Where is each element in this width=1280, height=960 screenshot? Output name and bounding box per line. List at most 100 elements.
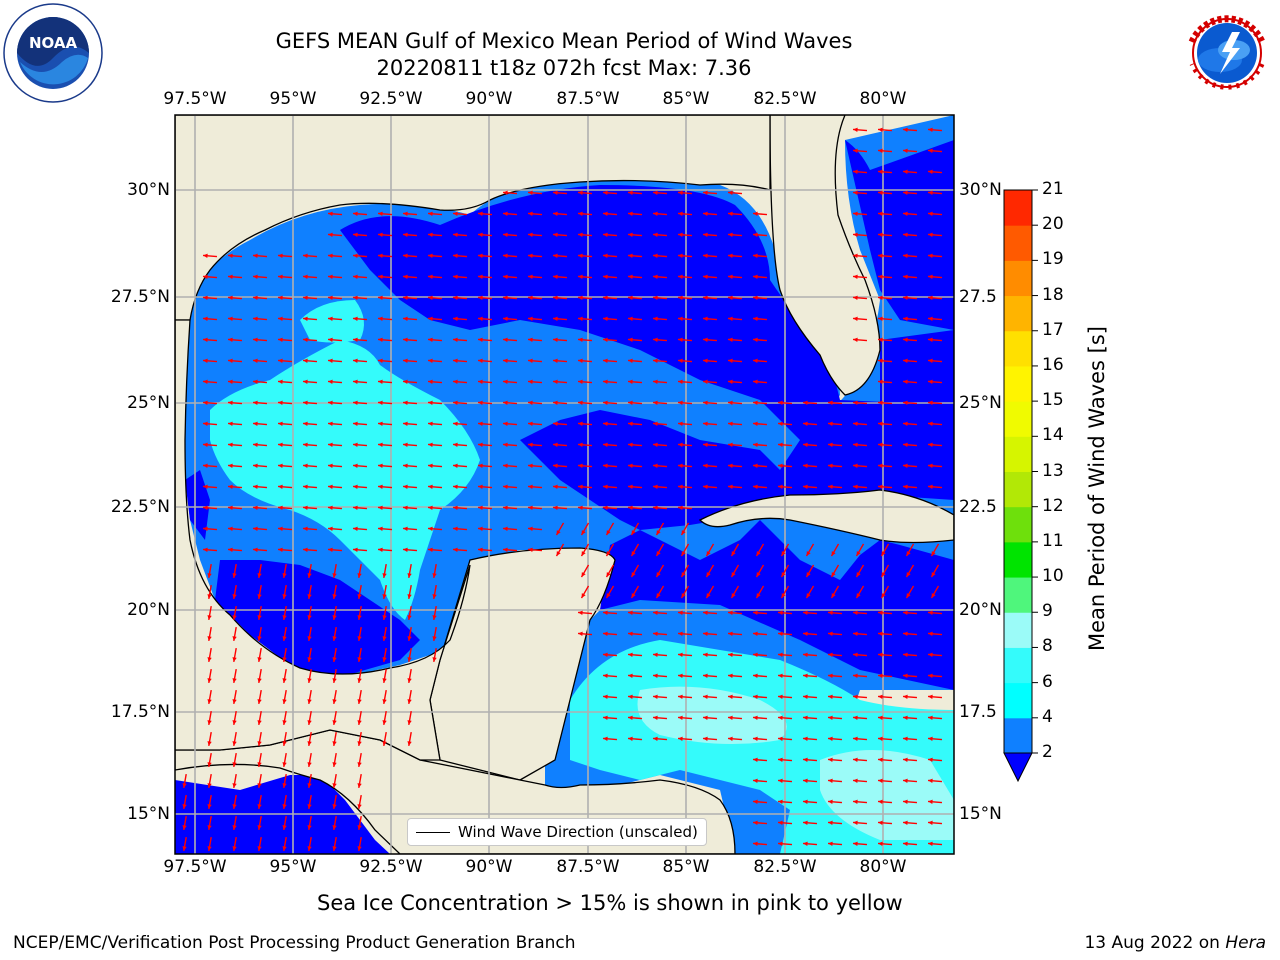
wind-arrow-head [703, 442, 708, 447]
wind-arrow-head [378, 232, 383, 237]
wind-arrow-head [353, 379, 358, 384]
wind-arrow-head [703, 358, 708, 363]
wind-arrow-head [853, 799, 858, 804]
wind-arrow-head [282, 741, 287, 746]
wind-arrow-head [253, 421, 258, 426]
wind-arrow-head [303, 463, 308, 468]
wind-arrow-head [878, 673, 883, 678]
colorbar-segment [1004, 541, 1032, 578]
wind-arrow-head [628, 253, 633, 258]
wind-arrow-head [407, 657, 412, 662]
wind-arrow-head [378, 211, 383, 216]
wind-arrow-head [828, 778, 833, 783]
wind-arrow-head [478, 211, 483, 216]
chart-subtitle: 20220811 t18z 072h fcst Max: 7.36 [376, 56, 752, 80]
wind-arrow-head [781, 593, 786, 599]
wind-arrow-head [303, 295, 308, 300]
wind-arrow-head [357, 615, 362, 620]
wind-arrow-head [553, 211, 558, 216]
wind-arrow-head [831, 593, 836, 599]
wind-arrow-head [753, 778, 758, 783]
wind-arrow-head [253, 400, 258, 405]
wind-arrow-head [232, 783, 237, 788]
map-frame [174, 114, 955, 855]
wind-arrow-head [332, 804, 337, 809]
lat-label-right: 30°N [959, 180, 1002, 200]
lon-label-bottom: 82.5°W [753, 857, 817, 877]
wind-arrow-head [728, 610, 733, 615]
wind-arrow-head [253, 253, 258, 258]
wind-arrow-head [903, 463, 908, 468]
wind-arrow-head [328, 463, 333, 468]
wind-arrow-head [928, 442, 933, 447]
wind-arrow-head [903, 820, 908, 825]
wind-arrow-head [378, 421, 383, 426]
wind-arrow-head [428, 295, 433, 300]
wind-arrow-head [803, 757, 808, 762]
wind-arrow-head [357, 846, 362, 851]
wind-arrow-head [257, 657, 262, 662]
wind-arrow-head [703, 673, 708, 678]
wind-arrow-head [328, 379, 333, 384]
wind-arrow-head [728, 400, 733, 405]
wind-arrow-head [578, 211, 583, 216]
wind-arrow-head [528, 190, 533, 195]
wind-arrow-head [828, 841, 833, 846]
noaa-logo-icon: NOAA [3, 3, 103, 103]
wind-arrow-head [253, 484, 258, 489]
wind-arrow-head [603, 295, 608, 300]
wind-arrow-head [703, 694, 708, 699]
wind-arrow-head [653, 253, 658, 258]
wind-arrow-head [653, 358, 658, 363]
wind-arrow-head [232, 804, 237, 809]
wind-arrow-head [503, 442, 508, 447]
colorbar-segment [1004, 190, 1032, 226]
wind-arrow-head [382, 573, 387, 578]
colorbar-segment [1004, 471, 1032, 508]
footer-branch: NCEP/EMC/Verification Post Processing Pr… [13, 933, 576, 953]
wind-arrow-head [628, 463, 633, 468]
wind-arrow-head [903, 778, 908, 783]
wind-arrow-head [681, 572, 686, 578]
wind-arrow-head [203, 316, 208, 321]
wind-arrow-head [903, 358, 908, 363]
wind-arrow-head [357, 657, 362, 662]
wind-arrow-head [453, 442, 458, 447]
wind-arrow-head [453, 400, 458, 405]
wind-arrow-head [928, 274, 933, 279]
wind-arrow-head [603, 190, 608, 195]
wind-arrow-head [478, 463, 483, 468]
wind-arrow-head [903, 841, 908, 846]
wind-arrow-head [328, 358, 333, 363]
wind-arrow-head [728, 295, 733, 300]
wind-arrow-head [631, 551, 636, 557]
wind-arrow-head [878, 421, 883, 426]
wind-arrow-head [228, 547, 233, 552]
wind-arrow-head [207, 825, 212, 830]
wind-arrow-head [228, 337, 233, 342]
lat-label-left: 15°N [127, 804, 170, 824]
wind-arrow-head [453, 484, 458, 489]
wind-arrow-head [728, 463, 733, 468]
colorbar-segment [1004, 717, 1032, 754]
wind-arrow-head [581, 551, 586, 557]
wind-arrow-head [678, 295, 683, 300]
wind-arrow-head [278, 379, 283, 384]
wind-arrow-head [253, 358, 258, 363]
wind-arrow-head [478, 526, 483, 531]
wind-arrow-head [407, 594, 412, 599]
colorbar-segment [1004, 225, 1032, 261]
wind-arrow-head [928, 463, 933, 468]
mexico-coast-land [175, 319, 471, 761]
wind-arrow-head [653, 421, 658, 426]
wind-arrow-head [428, 379, 433, 384]
wind-arrow-head [553, 358, 558, 363]
wind-arrow-head [478, 442, 483, 447]
wind-arrow-head [678, 274, 683, 279]
wind-arrow-head [403, 379, 408, 384]
wind-arrow-head [628, 736, 633, 741]
wind-arrow-head [703, 274, 708, 279]
colorbar-segment [1004, 401, 1032, 437]
wind-arrow-head [853, 169, 858, 174]
wind-arrow-head [881, 572, 886, 578]
